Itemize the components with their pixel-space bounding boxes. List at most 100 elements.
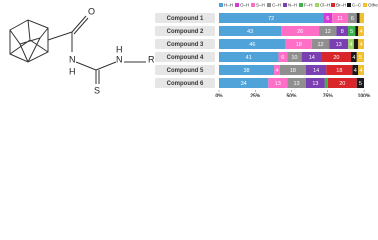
molecule: O N H N H R S (9, 6, 155, 95)
data-label: 41 (246, 55, 252, 61)
bar-segment (306, 78, 325, 88)
data-label: 4 (360, 68, 363, 74)
bar-segment (352, 65, 359, 75)
category-box (155, 26, 215, 36)
legend-label: C–C (352, 3, 362, 8)
bar-segment (319, 26, 337, 36)
legend-swatch (299, 3, 303, 7)
bar-segment (324, 78, 328, 88)
data-label: 34 (241, 81, 247, 87)
bar-segment (321, 52, 351, 62)
data-label: 13 (294, 81, 300, 87)
data-label: 4 (354, 68, 357, 74)
data-label: 6 (351, 16, 354, 22)
legend-swatch (283, 3, 287, 7)
y-tick-label: Compound 6 (167, 81, 204, 87)
data-label: 12 (325, 29, 331, 35)
data-label: 5 (359, 81, 362, 87)
y-tick-label: Compound 3 (167, 42, 204, 48)
x-tick-label: 50% (286, 93, 297, 97)
data-label: 20 (339, 81, 345, 87)
bar-segment (306, 65, 327, 75)
data-label: 10 (291, 55, 297, 61)
bar-segment (279, 65, 306, 75)
data-label: 4 (360, 42, 363, 48)
bar-segment (358, 39, 364, 49)
bar-segment (348, 26, 356, 36)
data-label: 18 (336, 68, 342, 74)
data-label: 18 (290, 68, 296, 74)
atom: N (116, 54, 123, 64)
data-label: 14 (313, 68, 319, 74)
bar-segment (219, 13, 324, 23)
bar-segment (329, 39, 349, 49)
data-label: 8 (341, 29, 344, 35)
bar-segment (358, 26, 364, 36)
bar-segment (356, 52, 364, 62)
legend-label: O–H (240, 3, 249, 8)
adamantane (9, 19, 49, 63)
atom: R (148, 54, 155, 64)
figure: O N H N H R S H–H O–H S–H C–H N–H F–H Cl–H Br–H… (9, 3, 378, 97)
data-label: 38 (243, 68, 249, 74)
bar-segment (350, 52, 357, 62)
bar-segment (332, 13, 349, 23)
bonds (47, 15, 146, 84)
legend-label: C–H (272, 3, 281, 8)
data-label: 43 (247, 29, 253, 35)
legend-label: F–H (304, 3, 313, 8)
bar-segment (359, 13, 364, 23)
y-tick-label: Compound 1 (167, 16, 204, 22)
chart: H–H O–H S–H C–H N–H F–H Cl–H Br–H C–C Others Compo… (155, 3, 378, 97)
data-label: 13 (336, 42, 342, 48)
atom: S (94, 85, 100, 95)
bar-segment (274, 65, 280, 75)
bar-segment (281, 26, 320, 36)
bar-segment (268, 78, 288, 88)
legend-swatch (347, 3, 351, 7)
legend-swatch (331, 3, 335, 7)
bar-segment (219, 39, 286, 49)
data-label: 6 (281, 55, 284, 61)
bar-segment (326, 65, 353, 75)
bar-segment (311, 39, 330, 49)
category-box (155, 78, 215, 88)
data-label: 12 (317, 42, 323, 48)
data-label: 4 (352, 55, 355, 61)
y-tick-label: Compound 5 (167, 68, 204, 74)
y-tick-label: Compound 4 (167, 55, 204, 61)
bar-segment (355, 26, 359, 36)
data-label: 6 (326, 16, 329, 22)
data-label: 13 (312, 81, 318, 87)
data-label: 4 (349, 42, 352, 48)
atom: O (88, 6, 95, 16)
bar-segment (348, 39, 354, 49)
data-label: 4 (275, 68, 278, 74)
atom: N (69, 54, 76, 64)
data-label: 5 (359, 55, 362, 61)
y-tick-label: Compound 2 (167, 29, 204, 35)
bar-segment (301, 52, 322, 62)
data-label: 18 (296, 42, 302, 48)
legend-swatch (251, 3, 255, 7)
data-label: 46 (249, 42, 255, 48)
bar-segment (219, 78, 269, 88)
data-label: 20 (333, 55, 339, 61)
legend-label: S–H (256, 3, 265, 8)
data-label: 11 (337, 16, 343, 22)
bar-segment (323, 13, 333, 23)
bar-segment (219, 52, 279, 62)
data-label: 26 (297, 29, 303, 35)
x-tick-label: 25% (250, 93, 261, 97)
category-box (155, 65, 215, 75)
data-label: 14 (309, 55, 315, 61)
legend-label: N–H (288, 3, 297, 8)
data-label: 4 (360, 29, 363, 35)
bar-segment (356, 78, 364, 88)
legend-swatch (315, 3, 319, 7)
category-box (155, 39, 215, 49)
data-label: 13 (275, 81, 281, 87)
bar-segment (358, 65, 364, 75)
legend-swatch (267, 3, 271, 7)
x-tick-label: 100% (358, 93, 371, 97)
